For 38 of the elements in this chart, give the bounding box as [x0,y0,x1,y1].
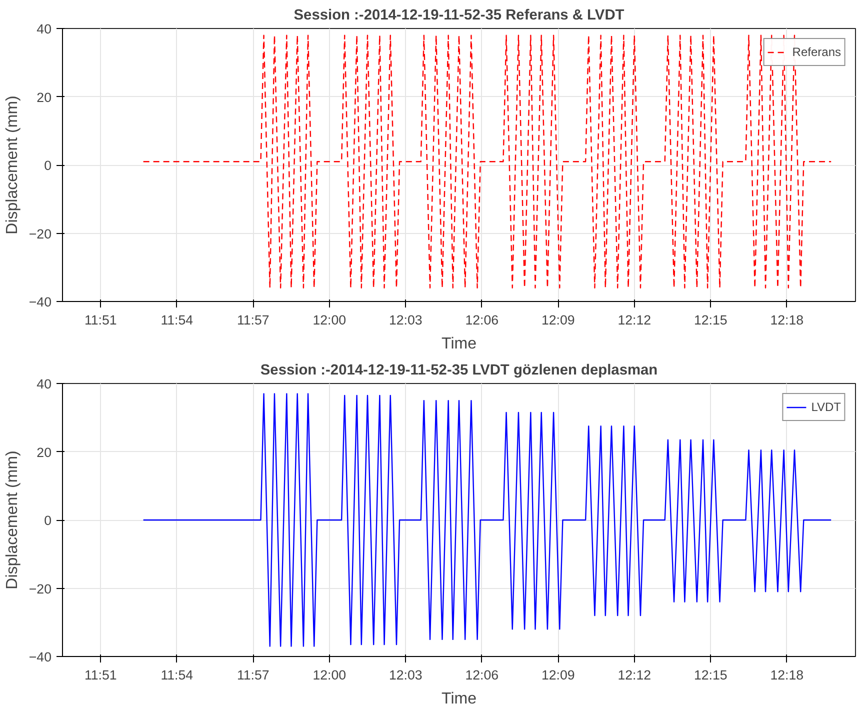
y-tick-label: 40 [36,22,52,36]
x-tick-label: 12:06 [465,668,499,682]
chart-title: Session :-2014-12-19-11-52-35 LVDT gözlenen deplasman [260,362,658,378]
legend-label: Referans [792,45,841,59]
y-tick-label: 20 [36,90,52,105]
legend-label: LVDT [811,400,841,414]
x-tick-label: 12:09 [541,312,575,328]
x-tick-label: 12:00 [312,668,346,682]
x-tick-label: 12:12 [618,312,652,328]
y-axis-title: Displacement (mm) [4,96,21,234]
y-axis-title: Displacement (mm) [4,450,21,590]
x-tick-label: 12:18 [770,312,804,328]
y-tick-label: −20 [28,226,52,242]
x-tick-label: 11:54 [160,668,194,682]
x-tick-label: 12:00 [312,312,346,328]
chart-title: Session :-2014-12-19-11-52-35 Referans & LVDT [294,8,624,24]
x-tick-label: 11:51 [84,312,117,328]
y-tick-label: 40 [36,376,52,392]
y-tick-label: −20 [28,581,52,596]
x-axis-title: Time [442,690,477,708]
y-tick-label: −40 [28,650,52,664]
x-tick-label: 11:54 [160,312,194,328]
x-tick-label: 12:15 [694,312,728,328]
x-tick-label: 12:09 [541,668,575,682]
x-axis-title: Time [442,336,477,352]
x-tick-label: 12:15 [694,668,728,682]
y-tick-label: 0 [44,513,52,528]
y-tick-label: −40 [28,294,52,310]
x-tick-label: 12:06 [465,312,499,328]
x-tick-label: 11:51 [84,668,117,682]
y-tick-label: 20 [36,444,52,460]
x-tick-label: 11:57 [236,668,270,682]
x-tick-label: 12:03 [388,312,422,328]
x-tick-label: 12:12 [618,668,652,682]
x-tick-label: 11:57 [236,312,270,328]
y-tick-label: 0 [44,158,52,173]
x-tick-label: 12:18 [770,668,804,682]
x-tick-label: 12:03 [388,668,422,682]
